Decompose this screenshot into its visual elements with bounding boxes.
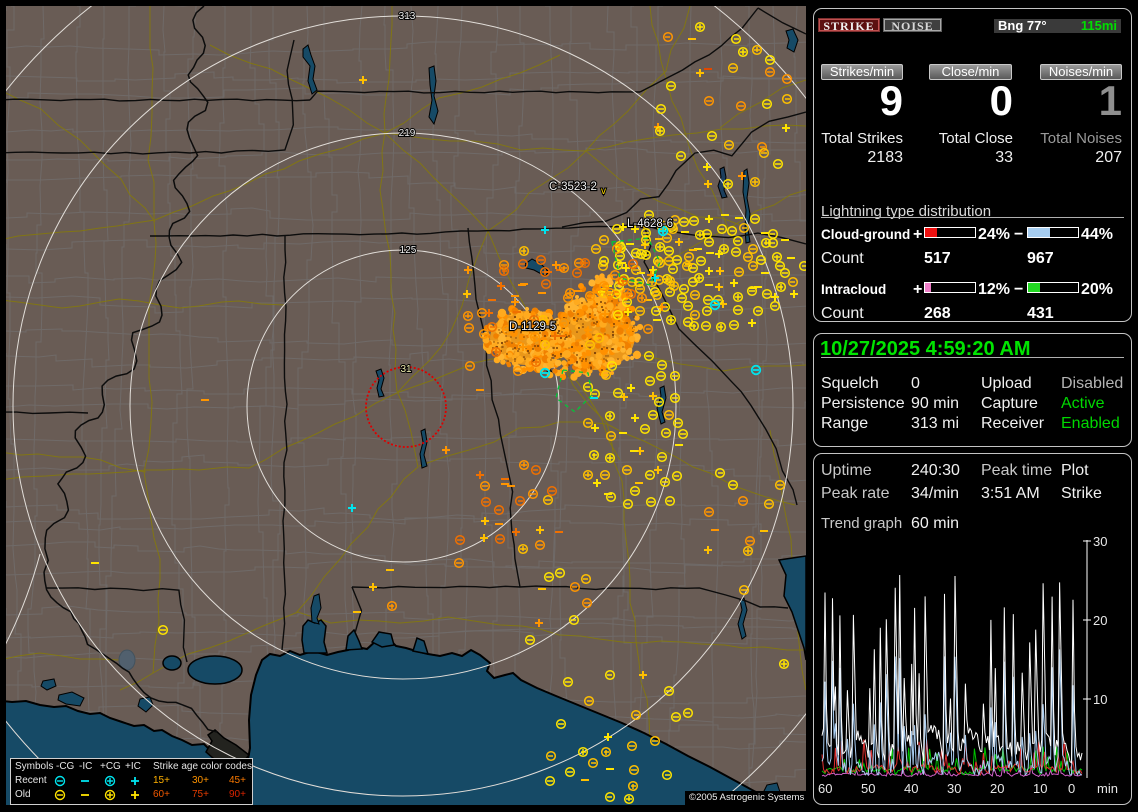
svg-text:D-1129-5: D-1129-5 [509,321,556,333]
svg-text:v: v [601,186,606,197]
svg-text:31: 31 [400,364,412,375]
svg-text:313: 313 [399,11,416,22]
svg-text:C-3523-2: C-3523-2 [549,181,597,193]
svg-text:L-4628-6: L-4628-6 [627,218,673,230]
svg-text:219: 219 [399,128,416,139]
svg-text:125: 125 [400,245,417,256]
